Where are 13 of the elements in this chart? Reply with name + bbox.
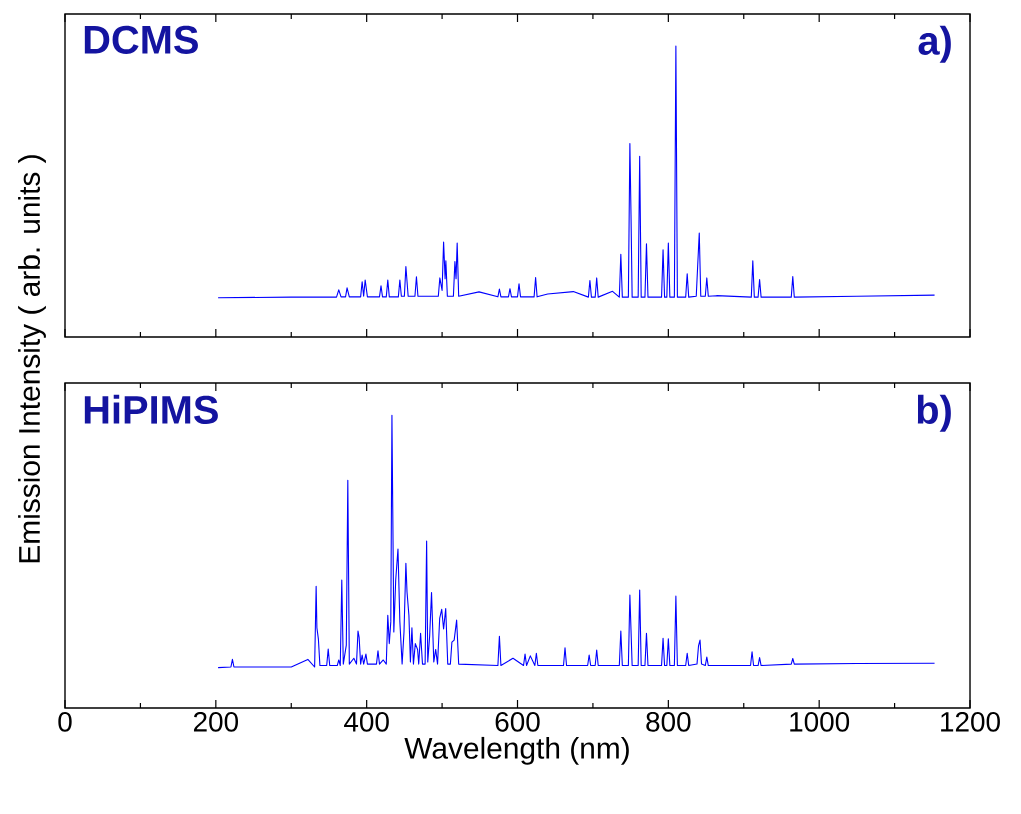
x-tick-label: 1200	[941, 711, 1000, 732]
y-axis-title: Emission Intensity ( arb. units )	[18, 155, 46, 563]
x-tick-label: 200	[193, 711, 239, 732]
x-tick-label: 800	[646, 711, 691, 732]
annotation: a)	[918, 25, 951, 63]
x-axis-title: Wavelength (nm)	[404, 736, 629, 765]
x-tick-label: 600	[495, 711, 540, 732]
annotation: DCMS	[84, 25, 198, 54]
x-tick-label: 1000	[790, 711, 850, 732]
annotation: HiPIMS	[84, 394, 218, 424]
annotation: b)	[917, 394, 951, 432]
x-tick-label: 0	[58, 711, 72, 732]
x-tick-label: 400	[344, 711, 389, 732]
